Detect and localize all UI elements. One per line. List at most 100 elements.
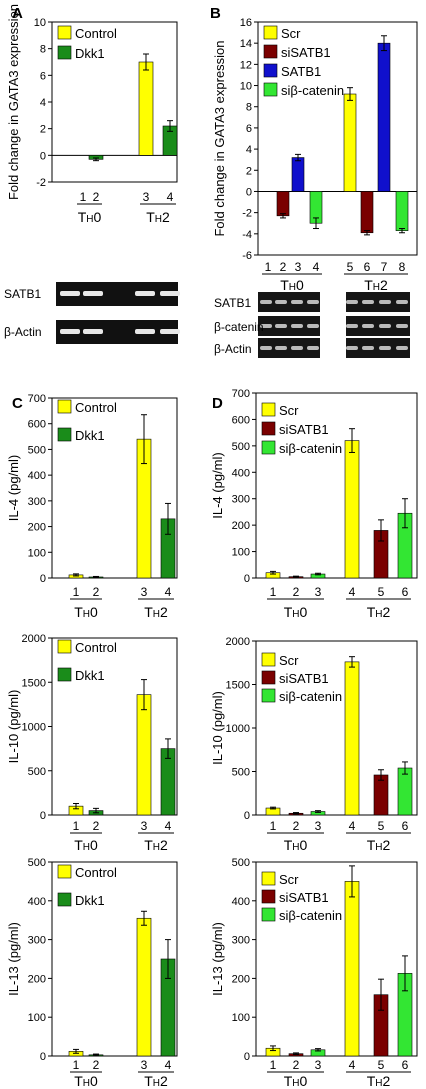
gel-band <box>396 346 408 350</box>
gel-band <box>362 300 374 304</box>
panel-d-ytick-label: 0 <box>244 573 250 585</box>
gel-band <box>346 324 358 328</box>
panel-b-category-label: 6 <box>364 260 371 274</box>
panel-d2-ytick-label: 1500 <box>226 680 250 692</box>
panel-b-bar-8 <box>395 191 409 231</box>
panel-d3-ytick-label: 200 <box>232 973 250 985</box>
panel-d-category-label: 2 <box>293 585 300 599</box>
gel-band <box>307 300 319 304</box>
panel-c3-plot-frame <box>51 861 178 1057</box>
panel-c2-plot-frame <box>51 637 178 816</box>
panel-c3-group-label-th0: TH0 <box>74 1073 98 1089</box>
gel-band <box>291 324 303 328</box>
panel-c3-ytick-label: 400 <box>28 896 46 908</box>
panel-d-ytick-label: 400 <box>232 467 250 479</box>
panel-c2-ytick-label: 1500 <box>22 677 46 689</box>
gel-b-bcat-strip-th0 <box>258 316 320 336</box>
panel-b-category-label: 5 <box>347 260 354 274</box>
panel-c-category-label: 1 <box>73 585 80 599</box>
panel-c2-ytick-label: 2000 <box>22 633 46 645</box>
panel-c2-ytick-label: 500 <box>28 766 46 778</box>
panel-d-ytick-label: 300 <box>232 494 250 506</box>
panel-d-legend-swatch <box>261 421 276 436</box>
panel-c2-category-label: 3 <box>141 819 148 833</box>
panel-a-legend-swatch <box>57 25 72 40</box>
panel-d-legend-swatch <box>261 402 276 417</box>
panel-c-category-label: 2 <box>93 585 100 599</box>
gel-band <box>362 346 374 350</box>
panel-d3-y-axis-label: IL-13 (pg/ml) <box>210 922 225 996</box>
gel-b-satb1-strip-th2 <box>346 292 410 312</box>
panel-c-legend-swatch <box>57 399 72 414</box>
panel-d3-category-label: 3 <box>315 1058 322 1072</box>
gel-band <box>396 324 408 328</box>
gel-band <box>135 291 155 296</box>
panel-d2-legend-label: Scr <box>279 653 299 668</box>
panel-d-legend-label: Scr <box>279 403 299 418</box>
panel-d2-legend-label: siβ-catenin <box>279 689 342 704</box>
gel-band <box>260 346 272 350</box>
panel-d-group-label-th0: TH0 <box>284 604 308 620</box>
panel-b-ytick-label: 10 <box>240 81 252 93</box>
panel-d-category-label: 3 <box>315 585 322 599</box>
panel-c-ytick-label: 700 <box>28 393 46 405</box>
panel-d3-group-label-th0: TH0 <box>284 1073 308 1089</box>
panel-b-category-label: 8 <box>399 260 406 274</box>
panel-c2-legend-swatch <box>57 639 72 654</box>
panel-d2-ytick-label: 0 <box>244 810 250 822</box>
panel-d3-legend-swatch <box>261 871 276 886</box>
gel-band <box>60 291 80 296</box>
panel-b-bar-2 <box>276 191 290 217</box>
panel-c3-ytick-label: 200 <box>28 973 46 985</box>
panel-c3-y-axis-label: IL-13 (pg/ml) <box>6 922 21 996</box>
gel-band <box>135 329 155 334</box>
panel-c2-y-axis-label: IL-10 (pg/ml) <box>6 690 21 764</box>
panel-c3-legend-label: Dkk1 <box>75 893 105 908</box>
panel-c3-category-label: 2 <box>93 1058 100 1072</box>
panel-b-category-label: 1 <box>265 260 272 274</box>
panel-d-category-label: 1 <box>270 585 277 599</box>
panel-c-category-label: 4 <box>165 585 172 599</box>
gel-label-b-bcat: β-catenin <box>214 320 264 334</box>
panel-d3-category-label: 6 <box>402 1058 409 1072</box>
gel-band <box>346 300 358 304</box>
panel-b-ytick-label: 14 <box>240 38 252 50</box>
panel-b-ytick-label: 2 <box>246 165 252 177</box>
panel-a-ytick-label: 4 <box>40 97 46 109</box>
panel-b-group-label-th0: TH0 <box>280 277 304 293</box>
gel-b-bcat-strip-th2 <box>346 316 410 336</box>
panel-d3-legend-label: siβ-catenin <box>279 908 342 923</box>
panel-d2-category-label: 5 <box>378 819 385 833</box>
panel-c2-ytick-label: 1000 <box>22 722 46 734</box>
panel-c-ytick-label: 100 <box>28 547 46 559</box>
panel-d2-ytick-label: 2000 <box>226 636 250 648</box>
panel-d-y-axis-label: IL-4 (pg/ml) <box>210 452 225 518</box>
panel-b-legend-label: siβ-catenin <box>281 83 344 98</box>
panel-letter-a: A <box>12 5 23 22</box>
panel-b-bar-6 <box>360 191 374 234</box>
panel-d3-ytick-label: 500 <box>232 857 250 869</box>
panel-c3-legend-swatch <box>57 892 72 907</box>
panel-d3-legend-label: siSATB1 <box>279 890 329 905</box>
panel-d-plot-frame <box>255 392 418 579</box>
gel-band <box>291 300 303 304</box>
panel-d3-category-label: 5 <box>378 1058 385 1072</box>
gel-band <box>346 346 358 350</box>
panel-c-y-axis-label: IL-4 (pg/ml) <box>6 455 21 521</box>
panel-b-ytick-label: -2 <box>242 208 252 220</box>
panel-c2-category-label: 1 <box>73 819 80 833</box>
gel-band <box>379 346 391 350</box>
gel-label-a-actin: β-Actin <box>4 325 42 339</box>
gel-band <box>379 324 391 328</box>
gel-band <box>307 346 319 350</box>
panel-d-ytick-label: 700 <box>232 388 250 400</box>
panel-a-ytick-label: 2 <box>40 124 46 136</box>
panel-letter-d: D <box>212 395 223 412</box>
panel-d-group-label-th2: TH2 <box>367 604 391 620</box>
panel-b-legend-swatch <box>263 82 278 97</box>
panel-d2-ytick-label: 1000 <box>226 723 250 735</box>
panel-d2-bar-6 <box>397 767 413 816</box>
panel-b-bar-3 <box>291 157 305 192</box>
panel-a-ytick-label: 6 <box>40 70 46 82</box>
